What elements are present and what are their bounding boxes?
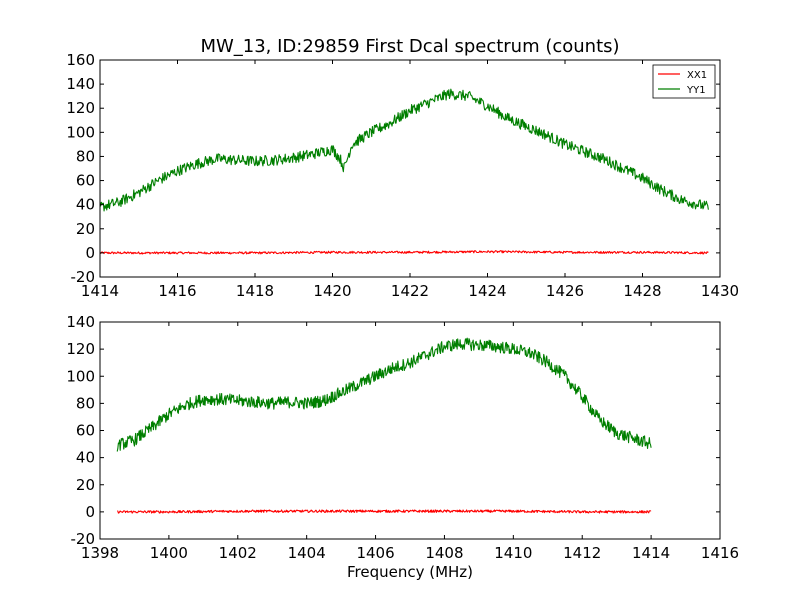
figure-title: MW_13, ID:29859 First Dcal spectrum (cou… (200, 36, 619, 57)
top-y-tick-label: 160 (66, 51, 95, 69)
bottom-x-tick-label: 1402 (219, 544, 257, 562)
top-x-tick-label: 1418 (236, 282, 274, 300)
bottom-y-tick-label: 0 (85, 503, 95, 521)
top-series-xx1-line (100, 250, 709, 255)
top-series-group (100, 88, 709, 255)
top-x-tick-label: 1430 (701, 282, 739, 300)
top-x-tick-label: 1414 (81, 282, 119, 300)
top-y-tick-label: 100 (66, 123, 95, 141)
bottom-x-tick-label: 1414 (632, 544, 670, 562)
bottom-series-yy1-line (116, 337, 652, 452)
top-y-tick-label: 80 (76, 147, 95, 165)
bottom-x-tick-label: 1400 (150, 544, 188, 562)
legend-yy1-label: YY1 (686, 85, 706, 96)
bottom-series-xx1-line (117, 509, 652, 514)
top-x-tick-label: 1422 (391, 282, 429, 300)
top-y-tick-label: -20 (71, 268, 96, 286)
top-x-tick-label: 1426 (546, 282, 584, 300)
bottom-y-tick-label: 40 (76, 449, 95, 467)
bottom-x-tick-label: 1410 (494, 544, 532, 562)
bottom-x-tick-label: 1412 (563, 544, 601, 562)
top-y-tick-label: 20 (76, 220, 95, 238)
bottom-x-tick-label: 1398 (81, 544, 119, 562)
bottom-y-tick-label: 80 (76, 394, 95, 412)
top-plot-panel: 1414 1416 1418 1420 1422 1424 1426 1428 1430 -20 0… (66, 51, 739, 300)
bottom-x-tick-label: 1408 (425, 544, 463, 562)
bottom-y-tick-label: 120 (66, 340, 95, 358)
bottom-plot-panel: 1398 1400 1402 1404 1406 1408 1410 1412 1414 1416… (66, 313, 739, 562)
top-x-tick-label: 1416 (158, 282, 196, 300)
bottom-axes-frame (99, 321, 721, 540)
top-y-tick-label: 60 (76, 172, 95, 190)
top-x-tick-label: 1428 (623, 282, 661, 300)
top-y-tick-label: 140 (66, 75, 95, 93)
top-y-tick-label: 0 (85, 244, 95, 262)
legend: XX1 YY1 (652, 64, 716, 99)
bottom-y-tick-label: -20 (71, 530, 96, 548)
bottom-x-tick-label: 1416 (701, 544, 739, 562)
bottom-y-tick-label: 60 (76, 422, 95, 440)
top-x-tick-label: 1424 (468, 282, 506, 300)
top-y-tick-label: 40 (76, 196, 95, 214)
legend-frame (652, 64, 716, 99)
top-series-yy1-line (100, 88, 709, 212)
bottom-x-tick-label: 1404 (288, 544, 326, 562)
bottom-y-tick-label: 140 (66, 313, 95, 331)
top-y-tick-label: 120 (66, 99, 95, 117)
legend-xx1-label: XX1 (687, 70, 707, 81)
bottom-series-group (116, 337, 652, 514)
bottom-y-tick-label: 100 (66, 367, 95, 385)
top-x-tick-label: 1420 (313, 282, 351, 300)
bottom-x-tick-label: 1406 (356, 544, 394, 562)
x-axis-label: Frequency (MHz) (347, 563, 473, 581)
bottom-y-tick-label: 20 (76, 476, 95, 494)
